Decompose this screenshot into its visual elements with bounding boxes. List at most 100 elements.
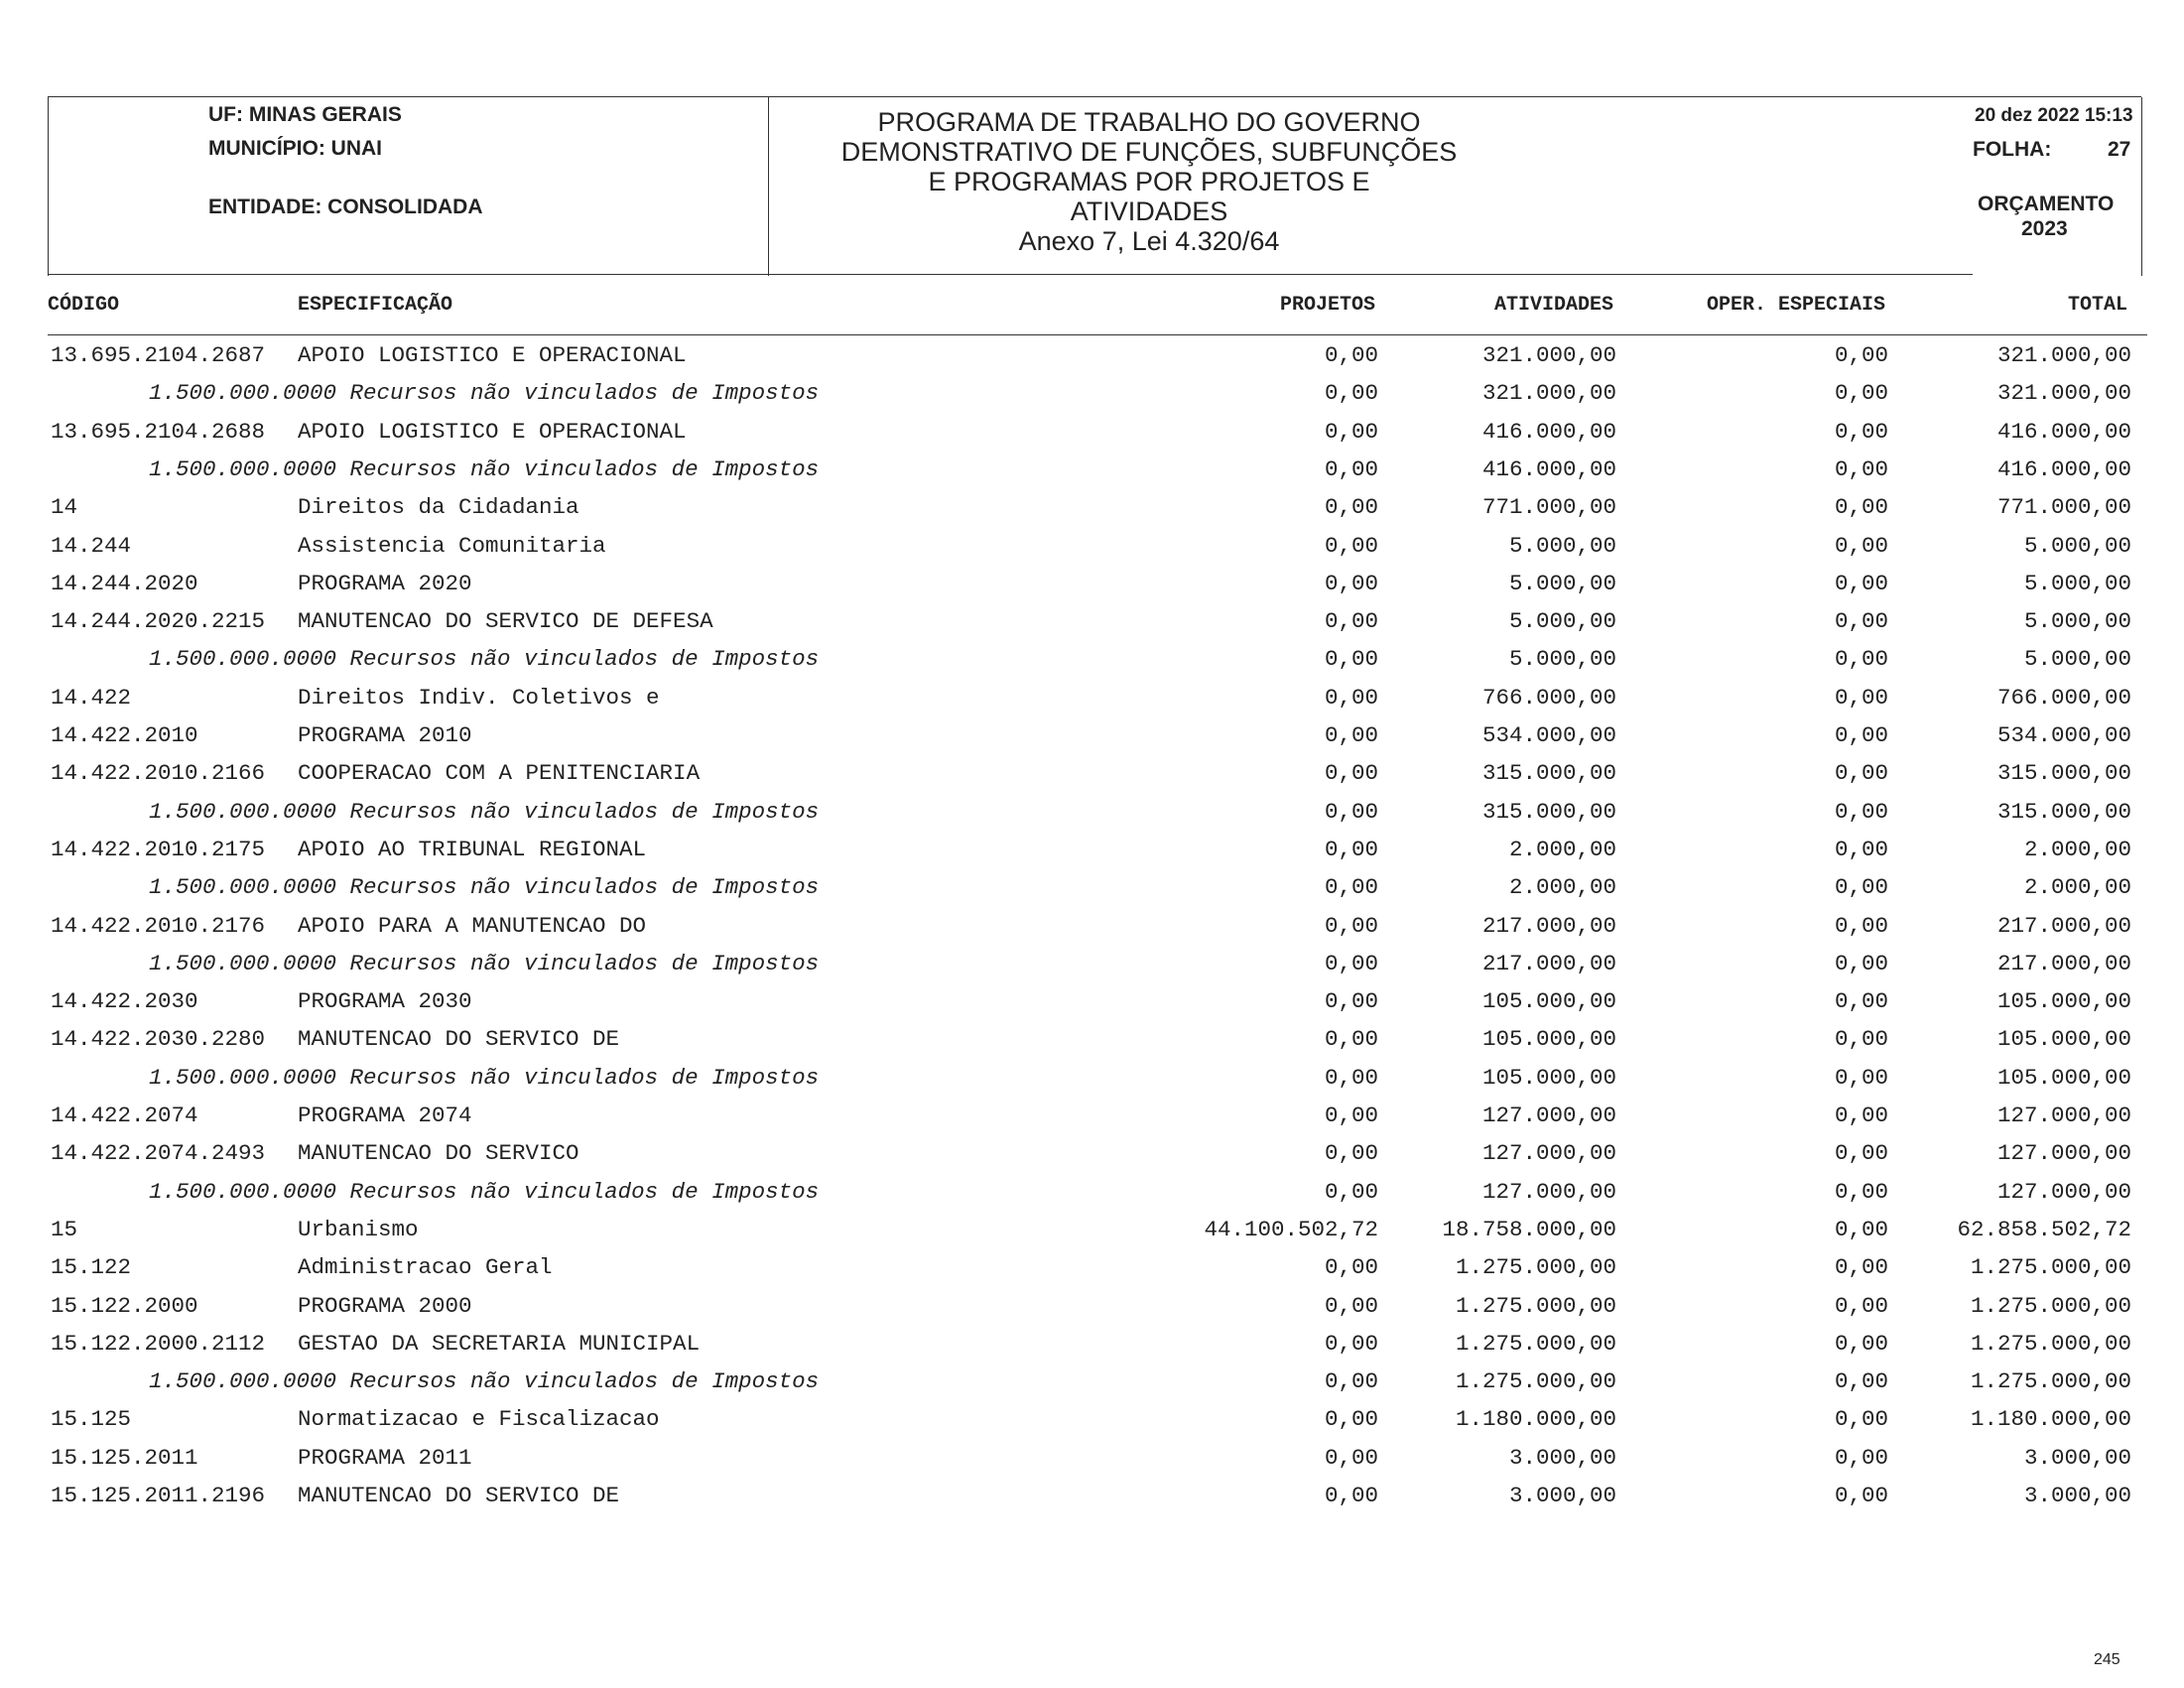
table-row: 1.500.000.0000 Recursos não vinculados d… <box>0 646 2184 684</box>
atividades-cell: 766.000,00 <box>1481 684 1616 711</box>
codigo-cell: 14.422.2030.2280 <box>51 1026 266 1053</box>
atividades-cell: 1.180.000,00 <box>1455 1406 1616 1433</box>
codigo-cell: 14.422.2010.2175 <box>51 836 266 862</box>
oper-especiais-cell: 0,00 <box>1834 950 1888 976</box>
oper-especiais-cell: 0,00 <box>1834 455 1888 482</box>
atividades-cell: 18.758.000,00 <box>1442 1216 1616 1242</box>
atividades-cell: 2.000,00 <box>1508 836 1616 862</box>
especificacao-cell: 1.500.000.0000 Recursos não vinculados d… <box>149 950 820 976</box>
especificacao-cell: MANUTENCAO DO SERVICO DE <box>298 1026 620 1053</box>
oper-especiais-cell: 0,00 <box>1834 1216 1888 1242</box>
total-cell: 217.000,00 <box>1996 912 2131 939</box>
especificacao-cell: 1.500.000.0000 Recursos não vinculados d… <box>149 1178 820 1205</box>
title-line: ATIVIDADES <box>1070 196 1228 226</box>
projetos-cell: 0,00 <box>1324 418 1378 445</box>
oper-especiais-cell: 0,00 <box>1834 988 1888 1015</box>
total-cell: 416.000,00 <box>1996 418 2131 445</box>
header-rule <box>48 334 2147 335</box>
atividades-cell: 105.000,00 <box>1481 988 1616 1015</box>
especificacao-cell: APOIO LOGISTICO E OPERACIONAL <box>298 418 687 445</box>
atividades-cell: 5.000,00 <box>1508 646 1616 673</box>
atividades-cell: 315.000,00 <box>1481 760 1616 787</box>
codigo-cell: 14.422.2074.2493 <box>51 1140 266 1167</box>
especificacao-cell: PROGRAMA 2074 <box>298 1103 472 1128</box>
codigo-cell: 13.695.2104.2688 <box>51 418 266 445</box>
especificacao-cell: 1.500.000.0000 Recursos não vinculados d… <box>149 646 820 673</box>
especificacao-cell: PROGRAMA 2000 <box>298 1292 472 1319</box>
total-cell: 1.275.000,00 <box>1970 1292 2131 1319</box>
projetos-cell: 0,00 <box>1324 646 1378 673</box>
total-cell: 105.000,00 <box>1996 1026 2131 1053</box>
total-cell: 3.000,00 <box>2023 1444 2131 1471</box>
table-row: 14.422.2030.2280 MANUTENCAO DO SERVICO DE… <box>0 1026 2184 1064</box>
oper-especiais-cell: 0,00 <box>1834 874 1888 901</box>
atividades-cell: 5.000,00 <box>1508 570 1616 596</box>
table-row: 14.422.2074 PROGRAMA 2074 0,00 127.000,00 0,… <box>0 1103 2184 1140</box>
codigo-cell: 15.122.2000.2112 <box>51 1330 266 1357</box>
table-row: 13.695.2104.2688 APOIO LOGISTICO E OPERAC… <box>0 419 2184 456</box>
projetos-cell: 0,00 <box>1324 798 1378 825</box>
especificacao-cell: APOIO LOGISTICO E OPERACIONAL <box>298 342 687 368</box>
codigo-cell: 15.125 <box>51 1406 132 1433</box>
codigo-cell: 14.244.2020 <box>51 570 198 596</box>
oper-especiais-cell: 0,00 <box>1834 684 1888 711</box>
atividades-cell: 5.000,00 <box>1508 532 1616 559</box>
col-especificacao: ESPECIFICAÇÃO <box>298 294 453 317</box>
oper-especiais-cell: 0,00 <box>1834 1178 1888 1205</box>
projetos-cell: 0,00 <box>1324 988 1378 1015</box>
atividades-cell: 127.000,00 <box>1481 1103 1616 1128</box>
especificacao-cell: 1.500.000.0000 Recursos não vinculados d… <box>149 1368 820 1395</box>
total-cell: 534.000,00 <box>1996 722 2131 748</box>
total-cell: 3.000,00 <box>2023 1483 2131 1508</box>
oper-especiais-cell: 0,00 <box>1834 1292 1888 1319</box>
projetos-cell: 0,00 <box>1324 342 1378 368</box>
table-row: 15.125 Normatizacao e Fiscalizacao 0,00 1.1… <box>0 1406 2184 1444</box>
table-row: 15.122.2000.2112 GESTAO DA SECRETARIA MUN… <box>0 1331 2184 1368</box>
oper-especiais-cell: 0,00 <box>1834 1026 1888 1053</box>
projetos-cell: 0,00 <box>1324 1444 1378 1471</box>
projetos-cell: 0,00 <box>1324 912 1378 939</box>
oper-especiais-cell: 0,00 <box>1834 836 1888 862</box>
oper-especiais-cell: 0,00 <box>1834 342 1888 368</box>
table-row: 14 Direitos da Cidadania 0,00 771.000,00 0,0… <box>0 494 2184 532</box>
oper-especiais-cell: 0,00 <box>1834 532 1888 559</box>
codigo-cell: 15.125.2011.2196 <box>51 1483 266 1508</box>
total-cell: 1.275.000,00 <box>1970 1368 2131 1395</box>
projetos-cell: 0,00 <box>1324 722 1378 748</box>
atividades-cell: 771.000,00 <box>1481 494 1616 521</box>
projetos-cell: 0,00 <box>1324 494 1378 521</box>
especificacao-cell: Direitos Indiv. Coletivos e <box>298 684 660 711</box>
especificacao-cell: 1.500.000.0000 Recursos não vinculados d… <box>149 380 820 407</box>
especificacao-cell: GESTAO DA SECRETARIA MUNICIPAL <box>298 1330 701 1357</box>
total-cell: 321.000,00 <box>1996 380 2131 407</box>
oper-especiais-cell: 0,00 <box>1834 722 1888 748</box>
table-row: 14.244.2020.2215 MANUTENCAO DO SERVICO DE… <box>0 608 2184 646</box>
oper-especiais-cell: 0,00 <box>1834 1444 1888 1471</box>
especificacao-cell: APOIO PARA A MANUTENCAO DO <box>298 912 647 939</box>
col-total: TOTAL <box>2067 294 2127 317</box>
table-row: 14.244 Assistencia Comunitaria 0,00 5.000,0… <box>0 533 2184 571</box>
projetos-cell: 0,00 <box>1324 1140 1378 1167</box>
total-cell: 127.000,00 <box>1996 1103 2131 1128</box>
atividades-cell: 321.000,00 <box>1481 342 1616 368</box>
codigo-cell: 14 <box>51 494 78 521</box>
total-cell: 771.000,00 <box>1996 494 2131 521</box>
especificacao-cell: Administracao Geral <box>298 1254 553 1281</box>
atividades-cell: 127.000,00 <box>1481 1178 1616 1205</box>
table-row: 15.122 Administracao Geral 0,00 1.275.000,0… <box>0 1254 2184 1292</box>
total-cell: 315.000,00 <box>1996 798 2131 825</box>
table-row: 1.500.000.0000 Recursos não vinculados d… <box>0 799 2184 837</box>
projetos-cell: 0,00 <box>1324 1026 1378 1053</box>
especificacao-cell: PROGRAMA 2030 <box>298 988 472 1015</box>
projetos-cell: 0,00 <box>1324 1254 1378 1281</box>
especificacao-cell: MANUTENCAO DO SERVICO <box>298 1140 579 1167</box>
total-cell: 321.000,00 <box>1996 342 2131 368</box>
table-row: 1.500.000.0000 Recursos não vinculados d… <box>0 1065 2184 1103</box>
oper-especiais-cell: 0,00 <box>1834 1330 1888 1357</box>
total-cell: 766.000,00 <box>1996 684 2131 711</box>
table-row: 14.422.2074.2493 MANUTENCAO DO SERVICO 0,0… <box>0 1140 2184 1178</box>
projetos-cell: 0,00 <box>1324 380 1378 407</box>
atividades-cell: 217.000,00 <box>1481 912 1616 939</box>
atividades-cell: 105.000,00 <box>1481 1064 1616 1091</box>
atividades-cell: 1.275.000,00 <box>1455 1254 1616 1281</box>
